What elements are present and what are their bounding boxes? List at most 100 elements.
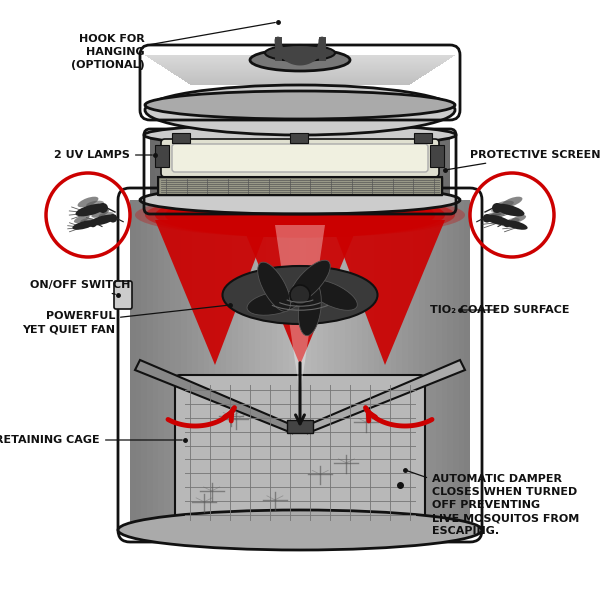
Ellipse shape — [502, 197, 523, 207]
FancyBboxPatch shape — [172, 144, 428, 172]
Text: 2 UV LAMPS: 2 UV LAMPS — [54, 150, 152, 160]
FancyBboxPatch shape — [175, 375, 425, 530]
Polygon shape — [283, 200, 289, 530]
Polygon shape — [195, 135, 200, 205]
Polygon shape — [135, 360, 292, 433]
Polygon shape — [145, 55, 455, 56]
Polygon shape — [254, 200, 260, 530]
Polygon shape — [379, 200, 385, 530]
Polygon shape — [458, 200, 464, 530]
Ellipse shape — [298, 281, 322, 336]
Ellipse shape — [89, 215, 116, 225]
Ellipse shape — [511, 215, 526, 223]
Polygon shape — [289, 200, 295, 530]
Polygon shape — [170, 135, 175, 205]
Polygon shape — [464, 200, 470, 530]
Polygon shape — [205, 135, 210, 205]
Polygon shape — [215, 200, 221, 530]
Polygon shape — [351, 200, 356, 530]
Polygon shape — [153, 60, 447, 61]
Ellipse shape — [505, 220, 527, 230]
Polygon shape — [310, 135, 315, 205]
Ellipse shape — [80, 218, 94, 223]
Polygon shape — [414, 133, 432, 143]
Text: PROTECTIVE SCREEN: PROTECTIVE SCREEN — [448, 150, 600, 170]
Polygon shape — [334, 200, 340, 530]
Polygon shape — [238, 200, 244, 530]
Polygon shape — [323, 200, 328, 530]
Polygon shape — [311, 200, 317, 530]
Ellipse shape — [155, 193, 445, 238]
Polygon shape — [164, 67, 436, 68]
Polygon shape — [158, 177, 442, 195]
Polygon shape — [448, 200, 453, 530]
Polygon shape — [198, 200, 203, 530]
Polygon shape — [175, 74, 425, 75]
Polygon shape — [407, 200, 413, 530]
Polygon shape — [180, 135, 185, 205]
Polygon shape — [232, 200, 238, 530]
Text: ON/OFF SWITCH: ON/OFF SWITCH — [29, 280, 130, 295]
Polygon shape — [155, 220, 270, 365]
Polygon shape — [187, 82, 413, 83]
Polygon shape — [173, 73, 427, 74]
Polygon shape — [295, 200, 300, 530]
Polygon shape — [170, 71, 430, 72]
Polygon shape — [420, 135, 425, 205]
Ellipse shape — [506, 218, 520, 223]
Polygon shape — [184, 80, 416, 81]
FancyBboxPatch shape — [161, 139, 439, 177]
Polygon shape — [415, 135, 420, 205]
Ellipse shape — [76, 204, 107, 216]
Polygon shape — [345, 135, 350, 205]
Polygon shape — [179, 77, 421, 78]
Polygon shape — [265, 135, 270, 205]
Polygon shape — [391, 200, 397, 530]
Circle shape — [89, 220, 97, 227]
Text: POWERFUL
YET QUIET FAN: POWERFUL YET QUIET FAN — [22, 305, 227, 335]
Text: RETAINING CAGE: RETAINING CAGE — [0, 435, 182, 445]
Ellipse shape — [145, 85, 455, 135]
Polygon shape — [290, 135, 295, 205]
Polygon shape — [147, 200, 152, 530]
Polygon shape — [185, 81, 415, 82]
Polygon shape — [260, 135, 265, 205]
Polygon shape — [425, 200, 430, 530]
Polygon shape — [325, 135, 330, 205]
Polygon shape — [405, 135, 410, 205]
Polygon shape — [255, 135, 260, 205]
Polygon shape — [308, 360, 465, 433]
Polygon shape — [161, 65, 439, 66]
Polygon shape — [430, 145, 444, 167]
Polygon shape — [425, 135, 430, 205]
Polygon shape — [440, 135, 445, 205]
Polygon shape — [356, 200, 362, 530]
Polygon shape — [185, 135, 190, 205]
Ellipse shape — [91, 208, 109, 218]
Polygon shape — [165, 135, 170, 205]
Polygon shape — [368, 200, 374, 530]
Polygon shape — [385, 135, 390, 205]
Ellipse shape — [307, 280, 358, 310]
Polygon shape — [155, 135, 160, 205]
Polygon shape — [148, 57, 452, 58]
Polygon shape — [190, 84, 410, 85]
Polygon shape — [355, 135, 360, 205]
Polygon shape — [157, 63, 443, 64]
Polygon shape — [445, 135, 450, 205]
Polygon shape — [200, 135, 205, 205]
Polygon shape — [305, 200, 311, 530]
Circle shape — [503, 220, 511, 227]
Polygon shape — [430, 135, 435, 205]
Polygon shape — [380, 135, 385, 205]
Polygon shape — [181, 200, 187, 530]
Polygon shape — [158, 200, 164, 530]
Ellipse shape — [493, 204, 524, 216]
Polygon shape — [346, 200, 351, 530]
Ellipse shape — [145, 91, 455, 119]
Ellipse shape — [118, 510, 482, 550]
Polygon shape — [168, 70, 432, 71]
Polygon shape — [155, 145, 169, 167]
Ellipse shape — [257, 262, 290, 311]
Polygon shape — [162, 66, 438, 67]
